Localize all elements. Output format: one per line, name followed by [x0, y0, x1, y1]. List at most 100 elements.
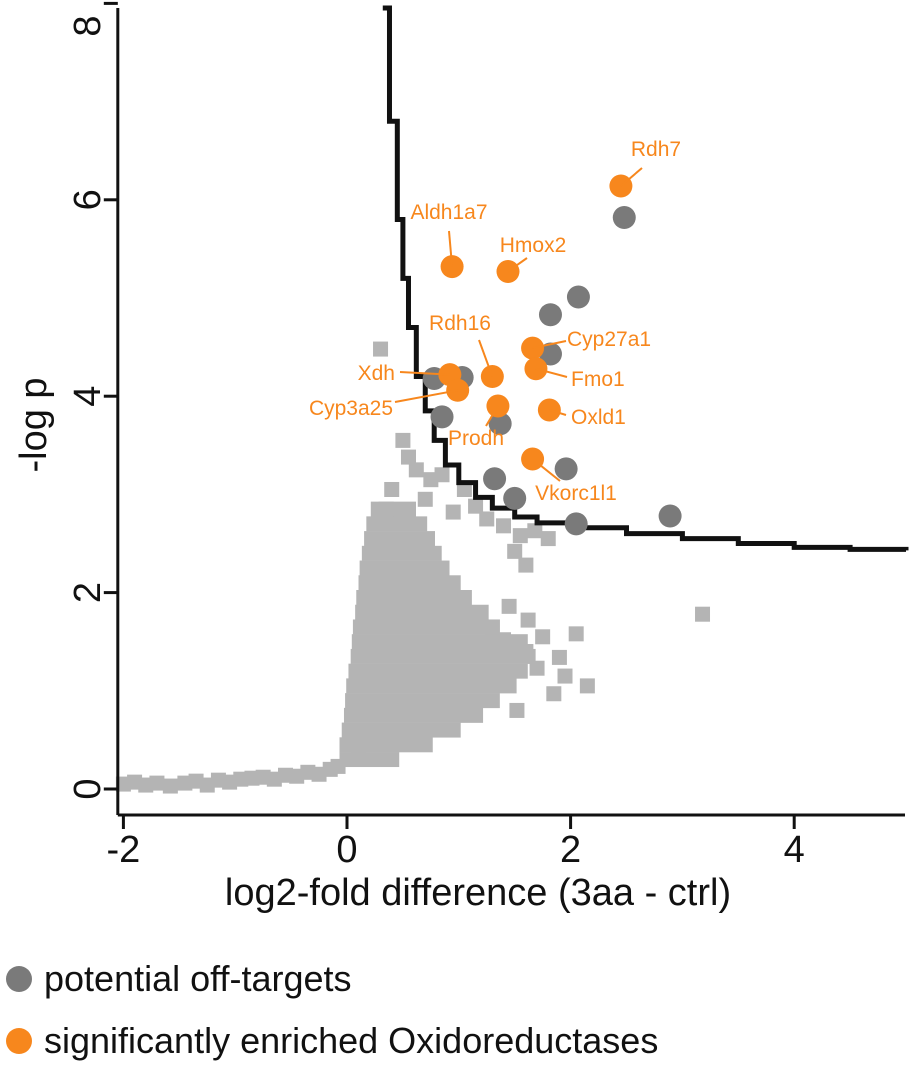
label-leader-fmo1: [535, 367, 568, 378]
background-point-cluster: [352, 619, 500, 635]
y-tick-label: 2: [67, 582, 109, 603]
label-leader-rdh16: [478, 339, 494, 377]
threshold-curve-layer: [382, 5, 909, 552]
background-point: [378, 501, 394, 517]
background-point: [350, 750, 366, 766]
background-point: [408, 462, 424, 478]
point-label-cyp27a1: Cyp27a1: [567, 328, 651, 351]
legend-marker-enriched: [6, 1028, 32, 1054]
legend-item-off-targets: potential off-targets: [6, 948, 911, 1010]
background-point: [479, 511, 495, 527]
legend: potential off-targets significantly enri…: [6, 948, 911, 1072]
point-label-vkorc1l1: Vkorc1l1: [535, 482, 617, 505]
off-target-point: [430, 405, 454, 429]
point-label-oxld1: Oxld1: [571, 406, 626, 429]
off-target-point: [488, 412, 512, 436]
background-point: [373, 341, 389, 357]
legend-item-enriched: significantly enriched Oxidoreductases: [6, 1010, 911, 1072]
point-label-fmo1: Fmo1: [571, 368, 625, 391]
background-point: [496, 632, 512, 648]
background-point: [496, 518, 512, 534]
point-label-xdh: Xdh: [358, 362, 395, 385]
background-point: [509, 702, 525, 718]
background-point: [551, 649, 567, 665]
background-point: [468, 498, 484, 514]
legend-label-off-targets: potential off-targets: [44, 958, 352, 999]
background-point: [149, 775, 165, 791]
label-leader-rdh7: [620, 167, 643, 187]
background-point: [527, 523, 543, 539]
background-point: [484, 619, 500, 635]
annotation-layer: Rdh7 Aldh1a7 Hmox2 Cyp27a1 Fmo1 Rdh16 Xdh Cyp3a…: [309, 138, 681, 505]
background-point: [557, 668, 573, 684]
background-point: [445, 504, 461, 520]
background-point-cluster: [339, 737, 433, 753]
background-point: [384, 481, 400, 497]
background-point: [456, 695, 472, 711]
background-point: [520, 612, 536, 628]
point-label-aldh1a7: Aldh1a7: [410, 201, 487, 224]
legend-marker-off-targets: [6, 966, 32, 992]
label-leader-oxld1: [549, 408, 567, 416]
label-leader-aldh1a7: [448, 230, 454, 267]
background-point-cluster: [348, 663, 528, 679]
x-tick-label: 0: [336, 829, 357, 871]
x-tick-label: 4: [784, 829, 805, 871]
x-tick-label: -2: [107, 829, 141, 871]
y-tick-label: 0: [67, 778, 109, 799]
off-target-points-layer: [422, 205, 682, 536]
background-point-cluster: [358, 575, 461, 591]
background-point: [546, 686, 562, 702]
background-point-cluster: [339, 752, 400, 768]
label-leader-hmox2: [507, 257, 528, 273]
off-target-point: [564, 512, 588, 536]
off-target-point: [658, 504, 682, 528]
background-point-cluster: [355, 604, 489, 620]
y-tick-label: 6: [67, 189, 109, 210]
background-point: [507, 543, 523, 559]
significance-threshold-curve: [382, 5, 909, 552]
point-label-cyp3a25: Cyp3a25: [309, 397, 393, 420]
point-label-prodh: Prodh: [448, 427, 504, 450]
background-point: [330, 758, 346, 774]
label-leader-vkorc1l1: [531, 458, 561, 482]
background-point-cluster: [341, 722, 461, 738]
legend-label-enriched: significantly enriched Oxidoreductases: [44, 1020, 659, 1061]
background-point-cluster: [361, 545, 442, 561]
off-target-point: [612, 205, 636, 229]
background-point-cluster: [359, 560, 450, 576]
background-point: [361, 704, 377, 720]
background-point: [568, 626, 584, 642]
label-leader-cyp27a1: [532, 340, 567, 350]
label-leader-cyp3a25: [394, 389, 458, 403]
off-target-point: [538, 303, 562, 327]
off-target-point: [503, 486, 527, 510]
background-point: [535, 629, 551, 645]
off-target-point: [483, 467, 507, 491]
background-point: [540, 531, 556, 547]
point-label-rdh7: Rdh7: [631, 138, 681, 161]
x-tick-label: 2: [560, 829, 581, 871]
background-point: [400, 449, 416, 465]
background-point-cluster: [366, 516, 428, 532]
background-point: [501, 598, 517, 614]
background-points-layer: [115, 341, 711, 794]
background-point-cluster: [356, 590, 472, 606]
label-leader-prodh: [485, 405, 499, 427]
background-point: [512, 528, 528, 544]
background-point: [529, 660, 545, 676]
x-axis-title: log2-fold difference (3aa - ctrl): [225, 872, 731, 914]
background-point-cluster: [351, 634, 528, 650]
point-label-rdh16: Rdh16: [429, 312, 491, 335]
background-point-cluster: [364, 531, 435, 547]
background-point: [417, 491, 433, 507]
off-target-point: [538, 342, 562, 366]
point-label-hmox2: Hmox2: [500, 234, 567, 257]
background-point: [162, 778, 178, 794]
y-tick-label: 4: [67, 386, 109, 407]
axes-layer: -2 0 2 4 0 2 4 6 8: [67, 1, 905, 871]
label-leader-xdh: [399, 371, 450, 376]
background-point: [356, 727, 372, 743]
background-point: [518, 557, 534, 573]
